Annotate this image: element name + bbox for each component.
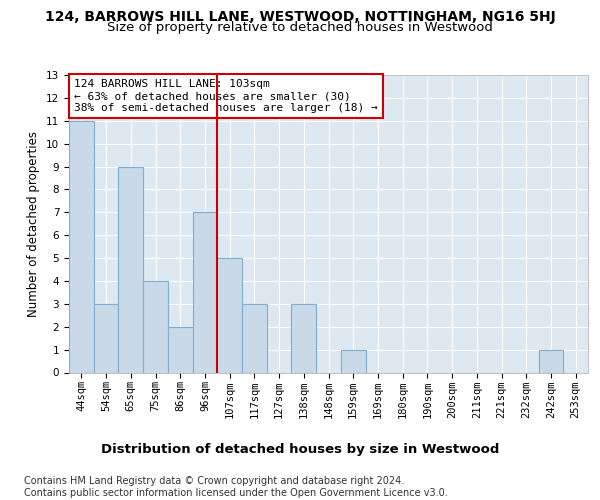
- Text: Contains HM Land Registry data © Crown copyright and database right 2024.
Contai: Contains HM Land Registry data © Crown c…: [24, 476, 448, 498]
- Text: Distribution of detached houses by size in Westwood: Distribution of detached houses by size …: [101, 442, 499, 456]
- Text: 124 BARROWS HILL LANE: 103sqm
← 63% of detached houses are smaller (30)
38% of s: 124 BARROWS HILL LANE: 103sqm ← 63% of d…: [74, 80, 378, 112]
- Bar: [539, 350, 563, 372]
- Bar: [193, 212, 217, 372]
- Bar: [69, 121, 94, 372]
- Bar: [217, 258, 242, 372]
- Bar: [242, 304, 267, 372]
- Bar: [292, 304, 316, 372]
- Bar: [341, 350, 365, 372]
- Text: 124, BARROWS HILL LANE, WESTWOOD, NOTTINGHAM, NG16 5HJ: 124, BARROWS HILL LANE, WESTWOOD, NOTTIN…: [44, 10, 556, 24]
- Text: Size of property relative to detached houses in Westwood: Size of property relative to detached ho…: [107, 21, 493, 34]
- Bar: [94, 304, 118, 372]
- Y-axis label: Number of detached properties: Number of detached properties: [28, 130, 40, 317]
- Bar: [118, 166, 143, 372]
- Bar: [143, 281, 168, 372]
- Bar: [168, 326, 193, 372]
